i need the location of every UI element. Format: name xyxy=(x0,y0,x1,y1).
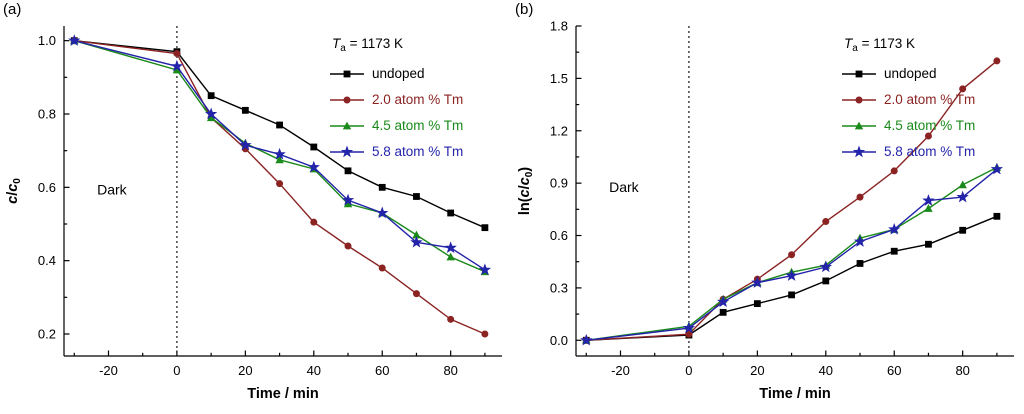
svg-text:0.6: 0.6 xyxy=(38,180,56,195)
svg-text:1.2: 1.2 xyxy=(550,123,568,138)
legend: undoped 2.0 atom % Tm 4.5 atom % Tm 5.8 ato… xyxy=(842,66,975,159)
y-axis-label: c/c0 xyxy=(5,178,23,204)
svg-text:80: 80 xyxy=(955,363,969,378)
series-2.0-atom-tm xyxy=(70,37,489,338)
svg-text:60: 60 xyxy=(887,363,901,378)
svg-text:80: 80 xyxy=(443,363,457,378)
svg-text:0.4: 0.4 xyxy=(38,253,56,268)
panel-a-chart: -20 0 20 40 60 80 0.2 0.4 0.6 0.8 1.0 Time / min c/c… xyxy=(5,26,502,402)
panel-b-label: (b) xyxy=(515,1,534,18)
svg-text:0.6: 0.6 xyxy=(550,228,568,243)
svg-text:1.8: 1.8 xyxy=(550,19,568,34)
series-5.8-atom-tm xyxy=(580,162,1004,346)
dark-region-label: Dark xyxy=(609,179,640,195)
legend-label: 4.5 atom % Tm xyxy=(372,118,463,133)
tick-labels: -20 0 20 40 60 80 0.2 0.4 0.6 0.8 1.0 xyxy=(38,33,458,378)
annealing-temperature-annotation: Ta = 1173 K xyxy=(332,36,403,54)
annealing-temperature-annotation: Ta = 1173 K xyxy=(844,36,915,54)
svg-text:20: 20 xyxy=(750,363,764,378)
y-axis-label: ln(c/c0) xyxy=(517,167,535,215)
panel-a: (a) -20 0 20 40 60 80 0.2 0.4 0.6 0.8 1.0 Time / mi… xyxy=(3,1,502,402)
svg-text:0.8: 0.8 xyxy=(38,107,56,122)
legend-label: 5.8 atom % Tm xyxy=(372,144,463,159)
svg-text:0.2: 0.2 xyxy=(38,327,56,342)
x-axis-label: Time / min xyxy=(247,386,318,402)
tick-labels: -20 0 20 40 60 80 0.0 0.3 0.6 0.9 1.2 1.5 1.8 xyxy=(550,19,970,379)
legend-label: undoped xyxy=(884,66,937,81)
legend-label: 4.5 atom % Tm xyxy=(884,118,975,133)
x-axis-label: Time / min xyxy=(759,386,830,402)
legend-label: 2.0 atom % Tm xyxy=(372,92,463,107)
svg-text:0.3: 0.3 xyxy=(550,280,568,295)
svg-text:0.9: 0.9 xyxy=(550,176,568,191)
svg-text:40: 40 xyxy=(819,363,833,378)
legend-label: 5.8 atom % Tm xyxy=(884,144,975,159)
svg-text:0: 0 xyxy=(173,363,180,378)
svg-text:-20: -20 xyxy=(611,363,630,378)
dark-region-label: Dark xyxy=(97,182,128,198)
panel-b-chart: -20 0 20 40 60 80 0.0 0.3 0.6 0.9 1.2 1.5 1.8 Time / … xyxy=(517,19,1014,402)
svg-text:-20: -20 xyxy=(99,363,118,378)
svg-text:20: 20 xyxy=(238,363,252,378)
legend: undoped 2.0 atom % Tm 4.5 atom % Tm 5.8 ato… xyxy=(330,66,463,159)
axes xyxy=(63,26,502,357)
svg-text:1.5: 1.5 xyxy=(550,71,568,86)
svg-text:0: 0 xyxy=(685,363,692,378)
svg-text:1.0: 1.0 xyxy=(38,33,56,48)
panel-a-label: (a) xyxy=(3,1,22,18)
svg-text:40: 40 xyxy=(307,363,321,378)
series-undoped xyxy=(70,37,489,232)
legend-label: undoped xyxy=(372,66,425,81)
legend-label: 2.0 atom % Tm xyxy=(884,92,975,107)
axes xyxy=(575,25,1014,357)
svg-text:0.0: 0.0 xyxy=(550,333,568,348)
panel-b: (b) -20 0 20 40 60 80 0.0 0.3 0.6 0.9 1.2 1.5 1.8 Tim… xyxy=(512,0,1024,414)
svg-text:60: 60 xyxy=(375,363,389,378)
series-5.8-atom-tm xyxy=(68,34,492,276)
